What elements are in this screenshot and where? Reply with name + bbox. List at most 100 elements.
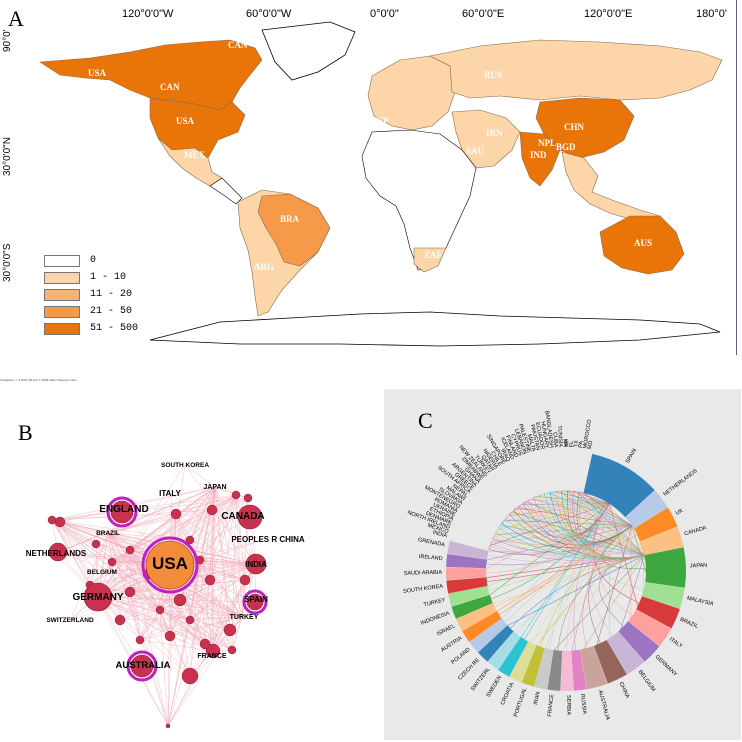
network-nodes [47, 490, 268, 729]
chord-label: MA [562, 439, 568, 448]
network-link [119, 609, 161, 621]
network-node-halo [126, 650, 158, 682]
legend-swatch [44, 322, 80, 335]
network-node-label: AUSTRALIA [116, 660, 171, 671]
chord-label: IRAN [533, 691, 542, 705]
chord-label: PA [578, 440, 585, 448]
legend-label: 1 - 10 [90, 272, 127, 283]
chord-label: MOROCCO [582, 418, 593, 449]
europe-region [367, 55, 456, 131]
network-link [212, 494, 237, 652]
network-link [175, 513, 243, 618]
network-node-minor [243, 493, 253, 503]
network-link [95, 486, 216, 545]
network-link [51, 519, 231, 631]
network-link [167, 494, 237, 727]
chord-arc [451, 594, 493, 619]
middle-east-region [451, 109, 521, 169]
network-link [97, 464, 186, 598]
country-code: MEX [184, 150, 205, 160]
world-map [39, 21, 723, 347]
world-map-panel [0, 0, 742, 360]
map-frame-line [736, 0, 737, 355]
network-link [189, 559, 201, 621]
network-node-label: FRANCE [197, 653, 226, 660]
country-code: NPL [538, 138, 556, 148]
network-node-label: JAPAN [203, 484, 226, 491]
network-link [179, 599, 243, 618]
chord-arc [477, 625, 514, 662]
network-link [129, 591, 214, 652]
network-link [139, 619, 191, 641]
chord-label: IRAQ [499, 448, 511, 463]
network-node [246, 593, 264, 611]
chord-arc [456, 603, 497, 631]
network-link [199, 559, 246, 581]
network-link [189, 619, 233, 651]
network-node-minor [164, 630, 176, 642]
chord-label: FL [569, 441, 575, 448]
network-node-minor [47, 515, 57, 525]
network-node-halo [141, 536, 199, 594]
chord-label: TURKEY [423, 597, 446, 608]
network-node-label: SPAIN [244, 595, 268, 604]
network-node-minor [231, 490, 241, 500]
chord-arc [446, 577, 488, 594]
network-node-label: BELGIUM [87, 569, 117, 576]
network-link [51, 519, 156, 559]
network-link [212, 579, 246, 652]
country-code: IND [530, 150, 547, 160]
central-america-region [209, 177, 243, 205]
country-code: USA [88, 68, 107, 78]
country-code: ESP [372, 116, 389, 126]
network-node-label: SWITZERLAND [46, 617, 94, 624]
legend-label: 11 - 20 [90, 289, 133, 300]
chord-arc [640, 526, 684, 555]
panel-a-letter: A [8, 6, 24, 31]
panel-b-letter: B [18, 420, 33, 445]
country-code: RUS [484, 70, 503, 80]
network-node [130, 654, 154, 678]
chord-arc [462, 611, 502, 643]
chord-ribbon [578, 492, 646, 559]
lon-label: 60°0'0"W [246, 8, 292, 20]
chord-arc [560, 650, 574, 691]
greenland-region [261, 21, 356, 81]
legend-row: 51 - 500 [44, 320, 138, 337]
chord-label: HUNGARY [539, 421, 549, 449]
chord-ribbon [576, 491, 633, 543]
network-link [51, 497, 249, 521]
network-node-minor [239, 574, 251, 586]
network-link [89, 486, 216, 586]
chord-arc [625, 490, 668, 529]
network-link [231, 616, 243, 651]
chord-arc [487, 631, 521, 670]
legend-label: 21 - 50 [90, 306, 133, 317]
country-code: IRN [486, 128, 503, 138]
usa-region [149, 97, 246, 159]
network-link [129, 494, 237, 551]
network-link [111, 561, 214, 652]
chord-arc [547, 650, 563, 691]
chord-label: FRANCE [547, 694, 555, 717]
network-link [231, 494, 237, 651]
collaboration-network: USA ENGLAND CANADA GERMANY AUSTRALIA PEOPLES … [26, 462, 305, 729]
network-node-minor [173, 593, 187, 607]
network-link [211, 509, 257, 565]
network-node-label: GERMANY [72, 592, 123, 603]
country-code: SAU [466, 146, 485, 156]
network-link [189, 563, 257, 621]
network-link [209, 579, 243, 618]
lon-label: 120°0'0"E [584, 8, 633, 20]
legend-swatch [44, 254, 80, 267]
network-link [214, 486, 249, 499]
network-link [139, 639, 214, 652]
lon-label: 60°0'0"E [462, 8, 505, 20]
network-link [97, 596, 243, 618]
network-link [57, 486, 216, 553]
network-node-minor [48, 542, 68, 562]
map-legend: 0 1 - 10 11 - 20 21 - 50 51 - 500 [44, 252, 138, 337]
chord-label: MALTA [526, 434, 537, 453]
network-node-minor [91, 539, 101, 549]
network-node-label: CANADA [221, 511, 264, 522]
